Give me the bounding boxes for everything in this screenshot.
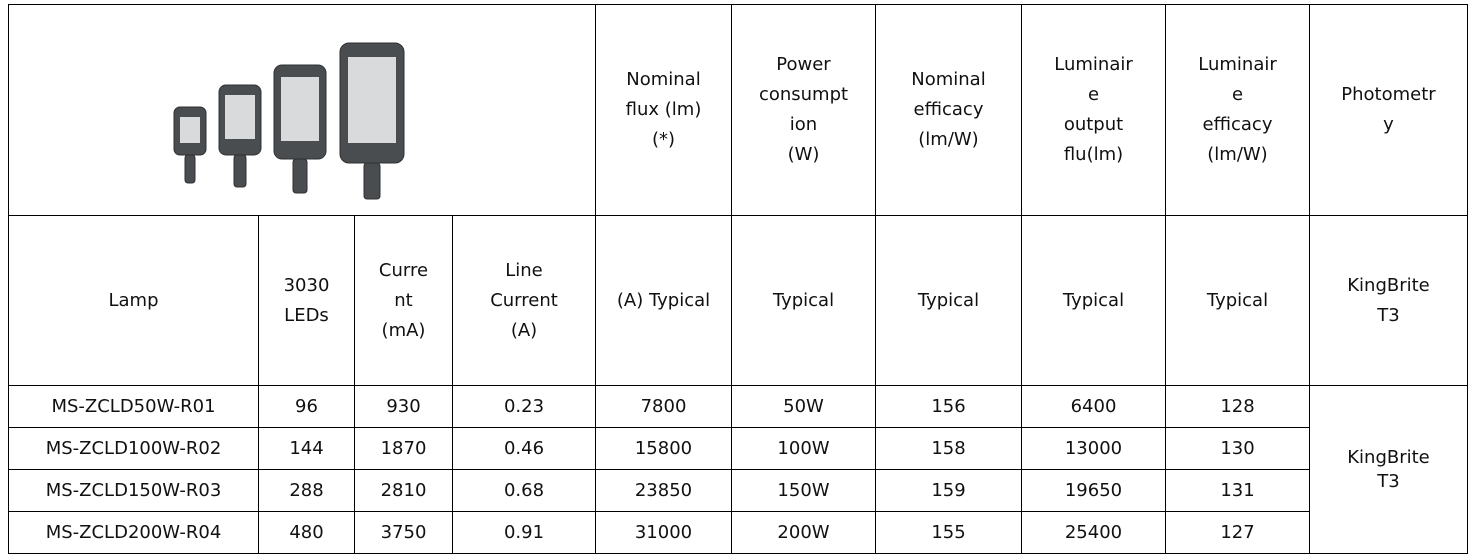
table-cell: 1870 — [355, 428, 453, 470]
table-cell: 158 — [876, 428, 1022, 470]
table-cell: 288 — [259, 470, 355, 512]
table-cell: 930 — [355, 386, 453, 428]
lamp-image — [152, 35, 452, 205]
table-cell: 130 — [1166, 428, 1310, 470]
table-cell: 200W — [732, 512, 876, 554]
table-cell: MS-ZCLD100W-R02 — [9, 428, 259, 470]
table-cell: Nominal flux (lm) (*) — [596, 5, 732, 216]
table-cell: 15800 — [596, 428, 732, 470]
table-cell: 156 — [876, 386, 1022, 428]
spec-sheet: Nominal flux (lm) (*)Power consumpt ion … — [8, 4, 1468, 554]
table-cell: 19650 — [1022, 470, 1166, 512]
table-cell: Curre nt (mA) — [355, 216, 453, 386]
table-cell: 128 — [1166, 386, 1310, 428]
table-cell: Lamp — [9, 216, 259, 386]
table-cell: 0.91 — [453, 512, 596, 554]
table-cell: Photometr y — [1310, 5, 1468, 216]
table-cell: 159 — [876, 470, 1022, 512]
table-cell: 13000 — [1022, 428, 1166, 470]
table-cell: 50W — [732, 386, 876, 428]
spec-table: Nominal flux (lm) (*)Power consumpt ion … — [8, 4, 1468, 554]
table-cell: 6400 — [1022, 386, 1166, 428]
table-cell: 23850 — [596, 470, 732, 512]
table-cell: Typical — [876, 216, 1022, 386]
table-cell: 25400 — [1022, 512, 1166, 554]
table-cell: 0.23 — [453, 386, 596, 428]
table-cell: 0.68 — [453, 470, 596, 512]
table-cell: KingBrite T3 — [1310, 216, 1468, 386]
table-cell: 150W — [732, 470, 876, 512]
header-row: Nominal flux (lm) (*)Power consumpt ion … — [9, 5, 1468, 216]
table-cell: 3750 — [355, 512, 453, 554]
table-cell: Power consumpt ion (W) — [732, 5, 876, 216]
table-cell: 131 — [1166, 470, 1310, 512]
table-cell: MS-ZCLD150W-R03 — [9, 470, 259, 512]
table-cell: 100W — [732, 428, 876, 470]
table-cell: 3030 LEDs — [259, 216, 355, 386]
table-cell: (A) Typical — [596, 216, 732, 386]
table-cell: 127 — [1166, 512, 1310, 554]
table-cell: 155 — [876, 512, 1022, 554]
table-cell: 96 — [259, 386, 355, 428]
table-cell: 144 — [259, 428, 355, 470]
image-cell — [9, 5, 596, 216]
table-cell: 2810 — [355, 470, 453, 512]
table-cell: 0.46 — [453, 428, 596, 470]
table-cell: Typical — [1022, 216, 1166, 386]
table-cell: 480 — [259, 512, 355, 554]
table-cell: Nominal efficacy (lm/W) — [876, 5, 1022, 216]
table-cell: KingBrite T3 — [1310, 386, 1468, 554]
table-body: Nominal flux (lm) (*)Power consumpt ion … — [9, 5, 1468, 554]
table-cell: Luminair e output flu(lm) — [1022, 5, 1166, 216]
table-cell: 31000 — [596, 512, 732, 554]
table-cell: MS-ZCLD200W-R04 — [9, 512, 259, 554]
table-cell: MS-ZCLD50W-R01 — [9, 386, 259, 428]
table-cell: Line Current (A) — [453, 216, 596, 386]
table-cell: Typical — [1166, 216, 1310, 386]
table-cell: 7800 — [596, 386, 732, 428]
table-cell: Luminair e efficacy (lm/W) — [1166, 5, 1310, 216]
table-cell: Typical — [732, 216, 876, 386]
